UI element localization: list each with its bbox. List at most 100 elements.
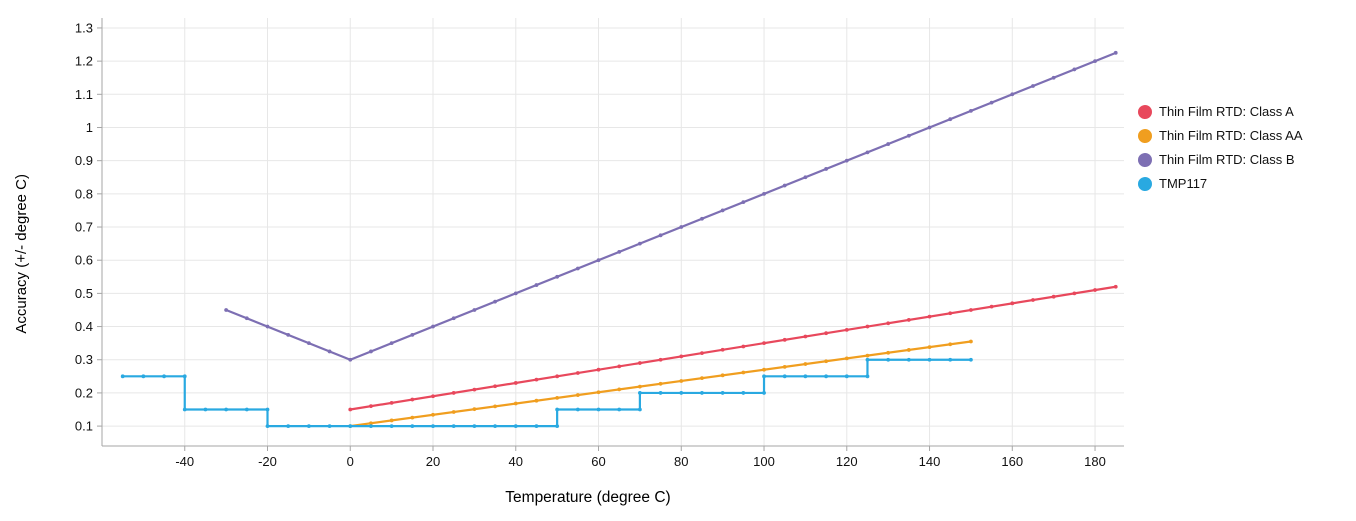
data-point-marker-thin-film-rtd-class-b bbox=[1113, 50, 1118, 55]
data-point-marker-thin-film-rtd-class-aa bbox=[906, 348, 911, 352]
x-tick-label: 80 bbox=[674, 454, 688, 469]
data-point-marker-tmp117 bbox=[265, 424, 270, 428]
data-point-marker-thin-film-rtd-class-a bbox=[555, 374, 560, 379]
plot-column: -40 -20 0 20 40 60 80 100 120 140 160 180 0.1 0.2 0.3 0… bbox=[42, 4, 1134, 521]
series-line-thin-film-rtd-class-b bbox=[225, 51, 1117, 361]
data-point-marker-thin-film-rtd-class-b bbox=[389, 341, 394, 346]
x-axis-title: Temperature (degree C) bbox=[505, 489, 671, 506]
data-point-marker-thin-film-rtd-class-a bbox=[451, 391, 456, 395]
data-point-marker-thin-film-rtd-class-a bbox=[658, 357, 663, 362]
data-point-marker-tmp117 bbox=[472, 424, 477, 428]
data-point-marker-thin-film-rtd-class-b bbox=[555, 274, 560, 279]
data-point-marker-tmp117 bbox=[182, 374, 187, 379]
data-point-marker-thin-film-rtd-class-b bbox=[513, 291, 518, 296]
data-point-marker-tmp117 bbox=[306, 424, 311, 428]
data-point-marker-tmp117 bbox=[617, 407, 622, 412]
data-point-marker-thin-film-rtd-class-aa bbox=[927, 345, 932, 350]
data-point-marker-thin-film-rtd-class-aa bbox=[865, 353, 870, 358]
data-point-marker-thin-film-rtd-class-aa bbox=[720, 373, 725, 378]
x-tick-label: 100 bbox=[753, 454, 775, 469]
y-axis-title-column: Accuracy (+/- degree C) bbox=[0, 4, 42, 504]
x-tick-label: 160 bbox=[1001, 454, 1023, 469]
data-point-marker-thin-film-rtd-class-a bbox=[762, 341, 766, 346]
chart-svg: -40 -20 0 20 40 60 80 100 120 140 160 180 0.1 0.2 0.3 0… bbox=[75, 18, 1124, 469]
data-point-marker-thin-film-rtd-class-aa bbox=[493, 404, 497, 409]
data-point-marker-thin-film-rtd-class-b bbox=[989, 100, 994, 105]
data-point-marker-thin-film-rtd-class-a bbox=[948, 311, 953, 316]
data-point-marker-thin-film-rtd-class-a bbox=[431, 394, 435, 399]
data-point-marker-thin-film-rtd-class-a bbox=[389, 400, 394, 405]
data-point-marker-thin-film-rtd-class-a bbox=[1113, 284, 1118, 289]
data-point-marker-thin-film-rtd-class-aa bbox=[617, 387, 622, 392]
legend-label: TMP117 bbox=[1159, 176, 1208, 191]
data-point-marker-thin-film-rtd-class-a bbox=[617, 364, 622, 369]
data-point-marker-tmp117 bbox=[803, 374, 808, 379]
data-point-marker-tmp117 bbox=[969, 357, 973, 362]
data-point-marker-thin-film-rtd-class-b bbox=[927, 125, 932, 130]
data-point-marker-thin-film-rtd-class-aa bbox=[637, 384, 642, 389]
y-tick-label: 1.1 bbox=[75, 87, 93, 102]
data-point-marker-tmp117 bbox=[451, 424, 456, 428]
data-point-marker-tmp117 bbox=[244, 407, 249, 412]
data-point-marker-thin-film-rtd-class-aa bbox=[472, 407, 477, 412]
data-point-marker-thin-film-rtd-class-b bbox=[369, 349, 373, 354]
data-point-marker-thin-film-rtd-class-a bbox=[369, 404, 373, 409]
data-point-marker-tmp117 bbox=[141, 374, 146, 379]
y-tick-label: 0.4 bbox=[75, 319, 93, 334]
data-point-marker-thin-film-rtd-class-a bbox=[989, 304, 994, 309]
legend-swatch-icon bbox=[1138, 152, 1152, 167]
data-point-marker-thin-film-rtd-class-b bbox=[782, 183, 787, 188]
data-point-marker-thin-film-rtd-class-b bbox=[906, 133, 911, 138]
data-point-marker-thin-film-rtd-class-aa bbox=[824, 359, 828, 364]
data-point-marker-thin-film-rtd-class-aa bbox=[596, 390, 601, 395]
data-point-marker-tmp117 bbox=[865, 374, 870, 379]
data-point-marker-thin-film-rtd-class-b bbox=[844, 158, 849, 163]
data-point-marker-thin-film-rtd-class-aa bbox=[803, 362, 808, 366]
data-point-marker-tmp117 bbox=[120, 374, 125, 379]
data-point-marker-tmp117 bbox=[762, 391, 766, 395]
data-point-marker-thin-film-rtd-class-b bbox=[617, 250, 622, 254]
x-tick-label: 120 bbox=[836, 454, 858, 469]
legend-label: Thin Film RTD: Class B bbox=[1159, 152, 1295, 167]
data-point-marker-thin-film-rtd-class-a bbox=[906, 318, 911, 322]
x-tick-label: 20 bbox=[426, 454, 440, 469]
x-tick-label: -40 bbox=[175, 454, 194, 469]
data-point-marker-thin-film-rtd-class-a bbox=[803, 334, 808, 339]
data-point-marker-thin-film-rtd-class-aa bbox=[782, 364, 787, 369]
data-point-marker-tmp117 bbox=[286, 424, 291, 428]
data-point-marker-thin-film-rtd-class-b bbox=[741, 200, 746, 205]
legend: Thin Film RTD: Class A Thin Film RTD: Cla… bbox=[1134, 4, 1356, 521]
data-point-marker-tmp117 bbox=[513, 424, 518, 428]
data-point-marker-thin-film-rtd-class-a bbox=[1051, 294, 1056, 299]
data-point-marker-tmp117 bbox=[369, 424, 373, 428]
y-tick-label: 1.3 bbox=[75, 20, 93, 35]
data-point-marker-tmp117 bbox=[720, 391, 725, 395]
data-point-marker-tmp117 bbox=[534, 424, 539, 428]
data-point-marker-thin-film-rtd-class-aa bbox=[658, 381, 663, 386]
data-point-marker-thin-film-rtd-class-b bbox=[948, 117, 953, 122]
data-point-marker-thin-film-rtd-class-b bbox=[969, 108, 973, 113]
y-tick-label: 0.6 bbox=[75, 253, 93, 268]
data-point-marker-thin-film-rtd-class-b bbox=[1051, 75, 1056, 80]
data-point-marker-thin-film-rtd-class-b bbox=[534, 283, 539, 287]
x-tick-label: 180 bbox=[1084, 454, 1106, 469]
data-point-marker-thin-film-rtd-class-aa bbox=[555, 395, 560, 400]
data-point-marker-tmp117 bbox=[596, 407, 601, 412]
y-tick-label: 1.2 bbox=[75, 54, 93, 69]
data-point-marker-tmp117 bbox=[637, 391, 642, 395]
data-point-marker-thin-film-rtd-class-a bbox=[534, 377, 539, 382]
x-tick-label: 140 bbox=[919, 454, 941, 469]
data-point-marker-thin-film-rtd-class-a bbox=[927, 314, 932, 319]
data-point-marker-thin-film-rtd-class-b bbox=[306, 341, 311, 346]
data-point-marker-tmp117 bbox=[700, 391, 704, 395]
data-point-marker-thin-film-rtd-class-a bbox=[782, 337, 787, 342]
data-point-marker-thin-film-rtd-class-b bbox=[244, 316, 249, 321]
data-point-marker-tmp117 bbox=[762, 374, 766, 379]
data-point-marker-tmp117 bbox=[348, 424, 353, 428]
data-point-marker-thin-film-rtd-class-a bbox=[1093, 288, 1097, 292]
x-tick-label: 40 bbox=[509, 454, 523, 469]
data-point-marker-thin-film-rtd-class-a bbox=[637, 361, 642, 365]
data-point-marker-tmp117 bbox=[203, 407, 208, 412]
y-tick-label: 0.2 bbox=[75, 385, 93, 400]
y-tick-label: 0.5 bbox=[75, 286, 93, 301]
